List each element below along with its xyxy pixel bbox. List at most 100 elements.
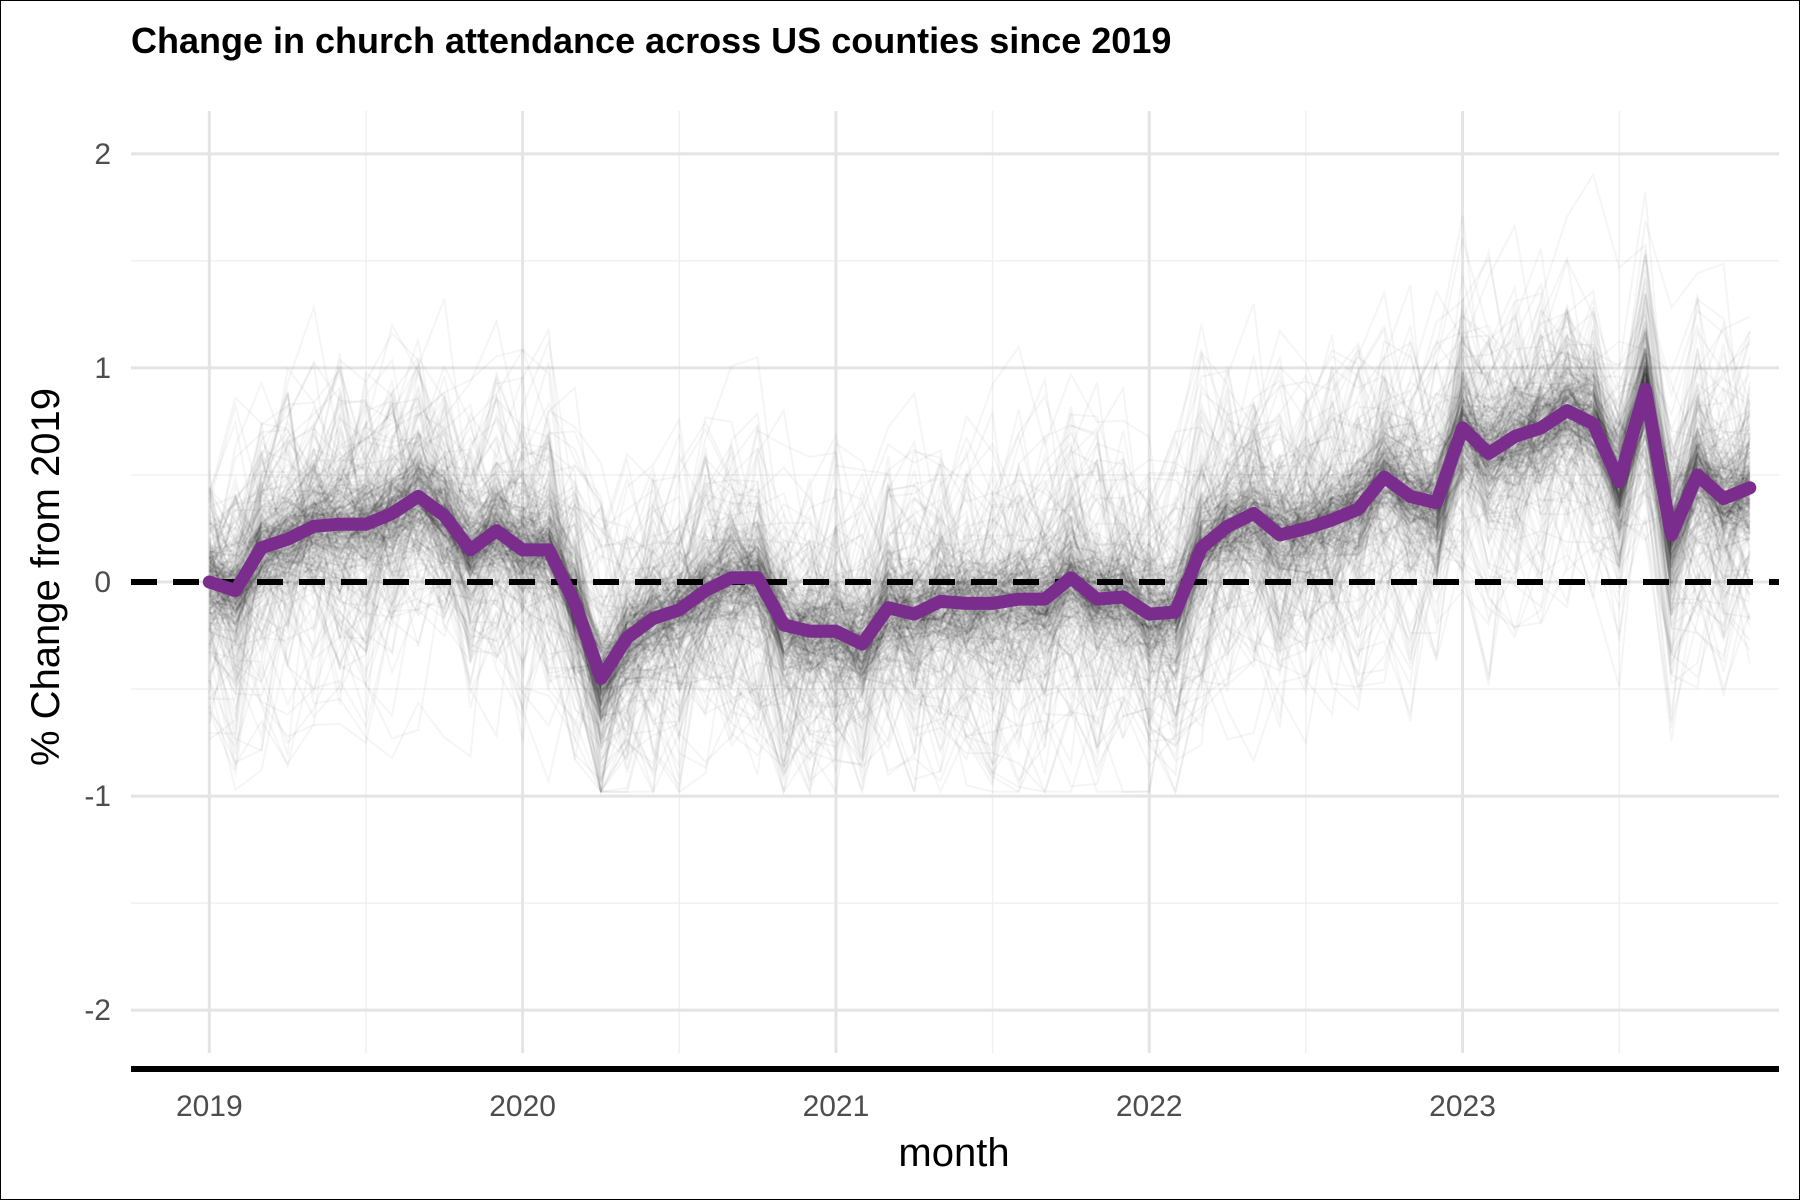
data-point (914, 614, 915, 615)
data-point (1619, 481, 1620, 482)
county-line (209, 367, 1751, 714)
county-line (208, 249, 1751, 793)
county-line (208, 293, 1751, 725)
data-point (1332, 519, 1333, 520)
county-line (208, 378, 1751, 793)
county-line (208, 301, 1751, 680)
data-point (679, 609, 680, 610)
data-point (496, 530, 497, 531)
data-point (1384, 477, 1385, 478)
county-line (209, 315, 1751, 792)
county-line (208, 317, 1751, 781)
county-line (209, 379, 1750, 698)
data-point (287, 539, 288, 540)
data-point (1567, 410, 1568, 411)
y-tick-label: 1 (94, 352, 111, 385)
county-line (208, 172, 1751, 774)
county-line (208, 375, 1751, 698)
county-line (208, 383, 1751, 702)
county-line (208, 346, 1750, 685)
county-line (208, 280, 1751, 777)
county-line (208, 281, 1751, 729)
county-line (208, 348, 1751, 666)
county-line (208, 314, 1751, 723)
county-line (209, 363, 1751, 778)
county-line (208, 374, 1751, 718)
data-point (1645, 389, 1646, 390)
data-point (653, 618, 654, 619)
county-line (208, 327, 1751, 682)
county-line (208, 331, 1751, 758)
data-point (1540, 427, 1541, 428)
county-line (208, 284, 1751, 718)
data-point (339, 524, 340, 525)
data-point (1279, 534, 1280, 535)
county-line (208, 386, 1750, 690)
county-line (208, 330, 1751, 795)
county-line (208, 292, 1751, 775)
data-point (992, 603, 993, 604)
data-point (235, 590, 236, 591)
county-line (208, 269, 1751, 748)
county-line (208, 289, 1751, 761)
data-point (261, 547, 262, 548)
data-point (731, 577, 732, 578)
county-line (208, 367, 1751, 793)
data-point (1070, 577, 1071, 578)
county-lines (208, 172, 1751, 796)
x-tick-label: 2020 (489, 1090, 556, 1123)
county-line (209, 383, 1751, 739)
county-line (209, 404, 1751, 667)
county-line (208, 215, 1751, 785)
county-line (208, 357, 1751, 722)
county-line (208, 395, 1751, 679)
county-line (209, 368, 1751, 680)
county-line (208, 397, 1751, 676)
county-line (208, 388, 1751, 640)
data-point (705, 590, 706, 591)
county-line (208, 380, 1751, 724)
county-line (209, 309, 1751, 753)
county-line (209, 367, 1751, 700)
data-point (1097, 599, 1098, 600)
county-line (208, 364, 1751, 736)
county-line (208, 310, 1751, 795)
data-point (1671, 534, 1672, 535)
county-line (208, 361, 1751, 689)
county-line (209, 334, 1751, 792)
county-line (208, 371, 1751, 696)
x-tick-label: 2023 (1429, 1090, 1496, 1123)
county-line (208, 385, 1751, 688)
county-line (208, 384, 1751, 761)
data-point (1410, 496, 1411, 497)
county-line (208, 366, 1751, 754)
data-point (1749, 487, 1750, 488)
county-line (208, 411, 1751, 688)
county-line (208, 323, 1751, 772)
county-line (208, 248, 1750, 796)
data-point (574, 603, 575, 604)
county-line (208, 325, 1751, 793)
county-line (208, 415, 1751, 656)
county-line (208, 369, 1751, 783)
county-line (208, 293, 1751, 773)
y-tick-label: 0 (94, 566, 111, 599)
county-line (209, 372, 1751, 691)
county-line (208, 326, 1751, 774)
county-line (208, 333, 1751, 727)
county-line (208, 256, 1751, 795)
county-line (208, 334, 1751, 747)
county-line (208, 355, 1751, 750)
data-point (1358, 509, 1359, 510)
county-line (208, 313, 1751, 778)
county-line (208, 325, 1751, 793)
data-point (627, 637, 628, 638)
x-tick-label: 2021 (803, 1090, 870, 1123)
county-line (208, 289, 1751, 732)
county-line (208, 343, 1750, 705)
county-line (208, 395, 1751, 668)
county-line (209, 191, 1751, 793)
county-line (208, 360, 1751, 767)
county-line (209, 347, 1751, 677)
